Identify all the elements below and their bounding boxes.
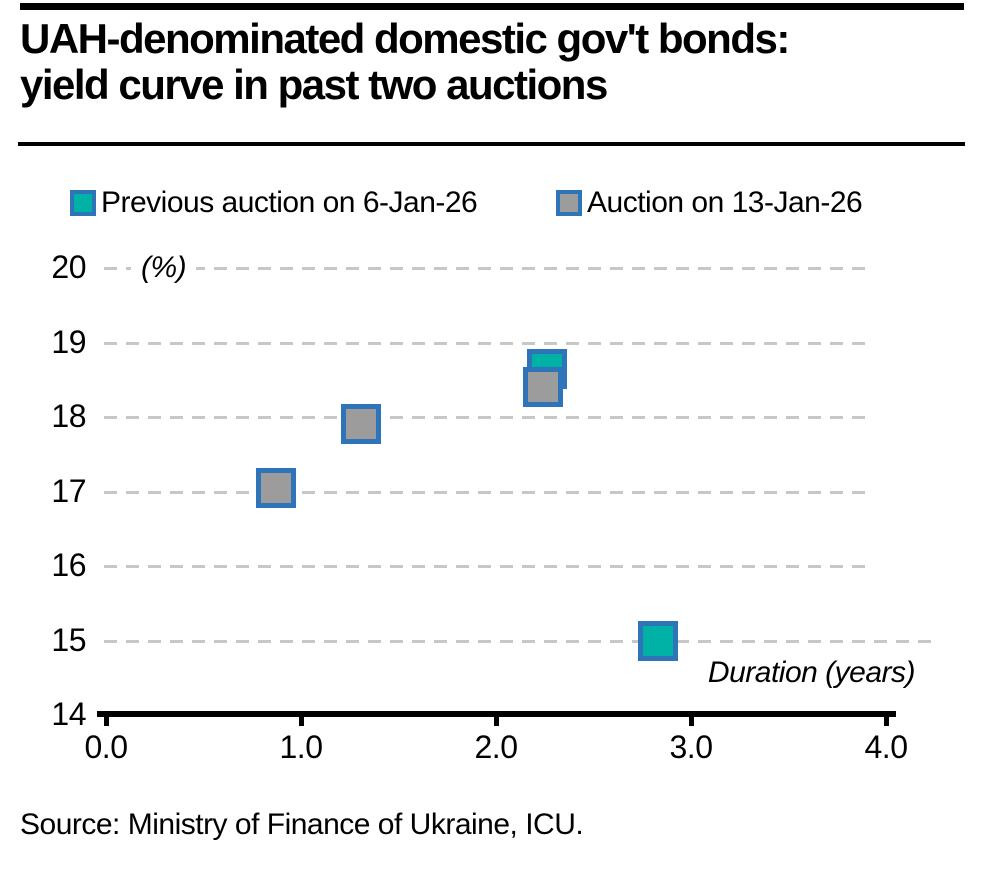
x-tick-label: 3.0: [669, 729, 713, 765]
source-note: Source: Ministry of Finance of Ukraine, …: [20, 808, 584, 841]
gridline-y17: [104, 490, 870, 494]
x-tick-label: 4.0: [864, 729, 908, 765]
y-axis-unit-label: (%): [131, 251, 197, 285]
x-tick-label: 0.0: [84, 729, 128, 765]
data-point-current: [522, 367, 563, 408]
data-point-current: [255, 467, 296, 508]
x-tick-mark: [299, 713, 304, 726]
legend-label: Auction on 13-Jan-26: [587, 186, 863, 219]
chart-title-line2: yield curve in past two auctions: [20, 61, 608, 108]
legend-label: Previous auction on 6-Jan-26: [101, 186, 478, 219]
chart-title-line1: UAH-denominated domestic gov't bonds:: [20, 15, 790, 62]
y-tick-label: 19: [51, 323, 86, 360]
gridline-y20: [104, 267, 870, 270]
legend-item-previous-auction: Previous auction on 6-Jan-26: [70, 186, 478, 220]
gridline-y18: [104, 416, 870, 419]
gridline-y16: [104, 565, 870, 568]
x-axis-title: Duration (years): [707, 656, 916, 689]
y-tick-label: 20: [51, 249, 86, 285]
x-tick-label: 2.0: [474, 729, 518, 765]
y-tick-label: 14: [51, 696, 86, 732]
x-tick-label: 1.0: [279, 729, 323, 765]
data-point-current: [341, 404, 382, 445]
chart-title: UAH-denominated domestic gov't bonds: yie…: [20, 15, 790, 108]
legend-swatch-teal: [70, 190, 96, 216]
y-tick-label: 17: [51, 472, 86, 509]
legend-item-current-auction: Auction on 13-Jan-26: [556, 186, 863, 220]
top-rule: [20, 3, 964, 10]
legend-swatch-gray: [556, 190, 582, 216]
y-tick-label: 15: [51, 621, 86, 658]
y-tick-label: 16: [51, 547, 86, 583]
title-divider: [18, 142, 965, 146]
x-tick-mark: [494, 713, 499, 726]
gridline-y19: [104, 341, 870, 345]
data-point-previous: [637, 620, 678, 661]
y-tick-label: 18: [51, 398, 86, 434]
x-tick-mark: [689, 713, 694, 726]
x-tick-mark: [884, 713, 889, 726]
x-tick-mark: [104, 713, 109, 726]
gridline-y15: [104, 639, 940, 643]
